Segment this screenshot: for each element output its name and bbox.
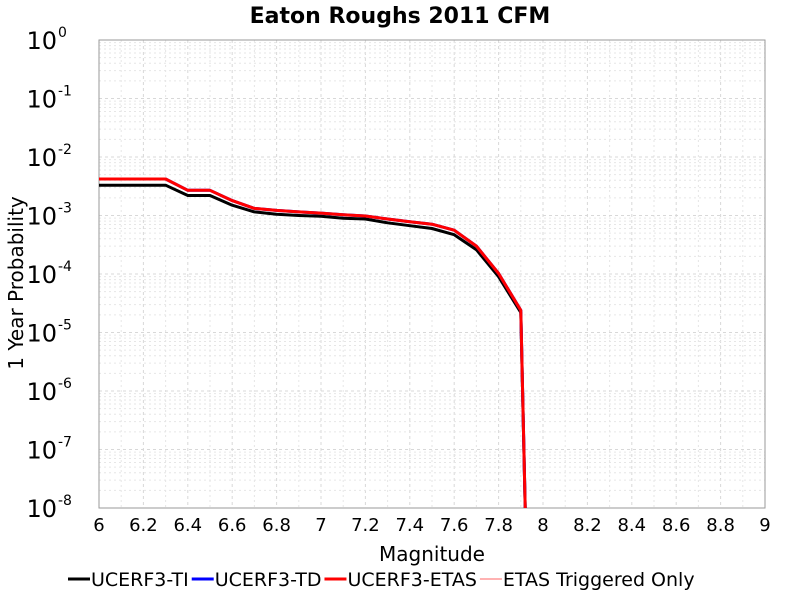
y-tick-exponent: -6: [58, 376, 72, 392]
y-tick-label: 10: [26, 203, 57, 231]
y-tick-label: 10: [26, 495, 57, 523]
y-tick-exponent: 0: [58, 25, 67, 41]
y-tick-exponent: -8: [58, 493, 72, 509]
y-tick-exponent: -4: [58, 259, 72, 275]
legend-label: UCERF3-ETAS: [347, 569, 476, 591]
y-tick-label: 10: [26, 27, 57, 55]
y-tick-label: 10: [26, 144, 57, 172]
x-tick-label: 8.8: [706, 515, 735, 536]
x-tick-label: 6: [93, 515, 104, 536]
x-axis-ticks: 6 6.2 6.4 6.6 6.8 7 7.2 7.4 7.6 7.8 8 8.2 8.4 8.6 8.8 9: [93, 515, 770, 536]
x-tick-label: 6.4: [173, 515, 202, 536]
x-tick-label: 7.6: [440, 515, 469, 536]
series-line-ucerf3-ti: [99, 183, 527, 509]
y-tick-label: 10: [26, 378, 57, 406]
x-tick-label: 6.8: [262, 515, 291, 536]
x-tick-label: 8: [537, 515, 548, 536]
x-tick-label: 6.6: [218, 515, 247, 536]
y-tick-label: 10: [26, 437, 57, 465]
y-tick-exponent: -5: [58, 318, 72, 334]
y-tick-exponent: -7: [58, 435, 72, 451]
x-tick-label: 7.8: [484, 515, 513, 536]
x-tick-label: 7.4: [395, 515, 424, 536]
legend-label: ETAS Triggered Only: [503, 569, 695, 591]
y-tick-exponent: -2: [58, 142, 72, 158]
x-tick-label: 6.2: [129, 515, 158, 536]
legend: UCERF3-TI UCERF3-TD UCERF3-ETAS ETAS Trigge…: [68, 569, 695, 591]
x-axis-label: Magnitude: [379, 542, 485, 566]
x-tick-label: 9: [759, 515, 770, 536]
legend-label: UCERF3-TD: [215, 569, 322, 591]
plot-area: [98, 39, 766, 509]
series-layer: [99, 177, 527, 509]
x-tick-label: 7.2: [351, 515, 380, 536]
y-axis-label: 1 Year Probability: [4, 196, 28, 370]
legend-label: UCERF3-TI: [91, 569, 189, 591]
x-tick-label: 8.2: [573, 515, 602, 536]
x-tick-label: 8.6: [662, 515, 691, 536]
y-tick-label: 10: [26, 261, 57, 289]
y-tick-exponent: -3: [58, 201, 72, 217]
x-tick-label: 8.4: [617, 515, 646, 536]
series-line-ucerf3-etas: [99, 177, 527, 509]
y-tick-label: 10: [26, 320, 57, 348]
y-tick-label: 10: [26, 86, 57, 114]
x-tick-label: 7: [315, 515, 326, 536]
chart-title: Eaton Roughs 2011 CFM: [250, 4, 551, 29]
y-tick-exponent: -1: [58, 84, 72, 100]
